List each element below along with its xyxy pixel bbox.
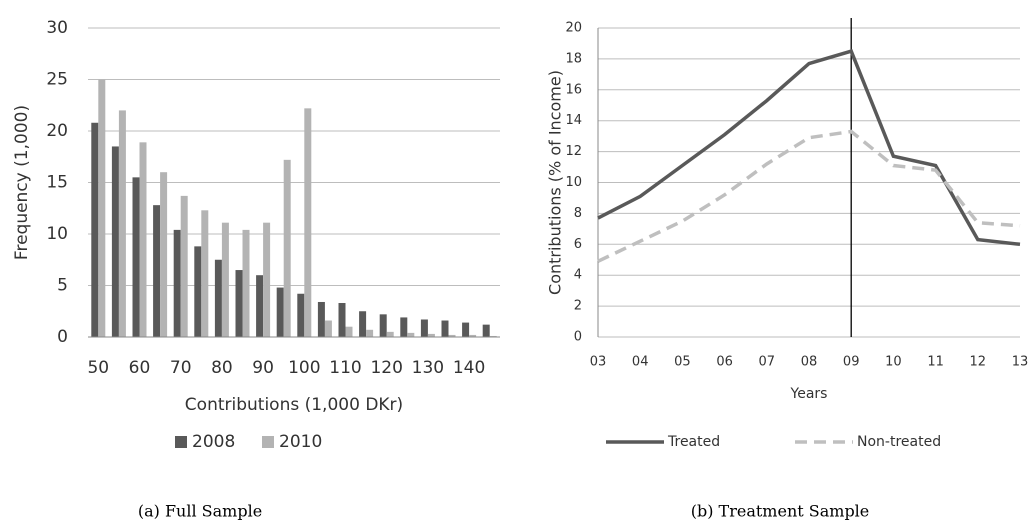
x-tick-label: 140	[453, 358, 485, 378]
bar	[91, 122, 99, 337]
bar	[201, 210, 209, 337]
bar	[304, 108, 312, 337]
legend-label: Treated	[667, 434, 720, 450]
bar	[263, 222, 271, 337]
bar	[242, 229, 250, 337]
bar	[98, 79, 106, 337]
y-tick-label: 10	[46, 224, 68, 244]
y-tick-label: 6	[574, 237, 582, 252]
bar	[194, 246, 202, 337]
bar	[317, 301, 325, 337]
caption: (a) Full Sample	[138, 502, 262, 521]
x-tick-label: 13	[1012, 355, 1029, 370]
line	[597, 49, 1021, 247]
bar	[448, 334, 456, 337]
bar	[118, 110, 126, 338]
x-tick-label: 07	[759, 355, 776, 370]
x-tick-label: 03	[590, 355, 607, 370]
bar	[297, 293, 305, 337]
bar	[235, 270, 243, 337]
y-tick-label: 15	[46, 173, 68, 193]
caption: (b) Treatment Sample	[691, 502, 870, 521]
bar	[153, 205, 161, 337]
bar	[345, 326, 353, 337]
bar	[338, 303, 346, 337]
x-tick-label: 100	[288, 358, 320, 378]
legend-swatch	[175, 436, 187, 448]
x-tick-label: 60	[129, 358, 151, 378]
bar	[379, 314, 387, 337]
bar	[359, 311, 367, 337]
bar	[139, 142, 147, 337]
y-tick-label: 12	[565, 144, 582, 159]
bar	[386, 331, 394, 337]
line	[597, 129, 1021, 263]
x-axis-label: Contributions (1,000 DKr)	[185, 395, 403, 415]
legend-swatch	[262, 436, 274, 448]
bar	[283, 159, 291, 337]
legend-label: Non-treated	[857, 434, 941, 450]
bar	[400, 317, 408, 337]
x-tick-label: 10	[885, 355, 902, 370]
bar	[324, 320, 332, 337]
bar	[132, 177, 140, 337]
bar	[407, 332, 415, 337]
y-tick-label: 16	[565, 82, 582, 97]
y-tick-label: 5	[57, 276, 68, 296]
y-tick-label: 20	[565, 21, 582, 36]
bar	[221, 222, 229, 337]
x-tick-label: 70	[170, 358, 192, 378]
x-tick-label: 08	[801, 355, 818, 370]
y-tick-label: 10	[565, 175, 582, 190]
bar	[441, 320, 449, 337]
x-tick-label: 130	[412, 358, 444, 378]
y-tick-label: 25	[46, 70, 68, 90]
y-tick-label: 0	[574, 330, 582, 345]
bar	[462, 322, 470, 337]
y-axis-label: Frequency (1,000)	[12, 105, 32, 260]
y-tick-label: 8	[574, 206, 582, 221]
bar	[366, 329, 374, 337]
bar	[489, 335, 497, 337]
x-tick-label: 12	[970, 355, 987, 370]
bar	[160, 172, 168, 337]
bar	[276, 287, 284, 337]
y-tick-label: 20	[46, 121, 68, 141]
bar	[482, 324, 490, 337]
y-tick-label: 2	[574, 299, 582, 314]
bar	[214, 259, 222, 337]
bar	[420, 319, 428, 337]
bar	[173, 229, 181, 337]
x-axis-label: Years	[790, 386, 828, 402]
x-tick-label: 04	[632, 355, 649, 370]
y-tick-label: 30	[46, 18, 68, 38]
bar	[427, 333, 435, 337]
y-tick-label: 18	[565, 51, 582, 66]
x-tick-label: 06	[716, 355, 733, 370]
bar	[469, 334, 477, 337]
legend-label: 2008	[192, 432, 235, 452]
x-tick-label: 09	[843, 355, 860, 370]
x-tick-label: 80	[211, 358, 233, 378]
bar	[180, 195, 188, 337]
y-tick-label: 14	[565, 113, 582, 128]
x-tick-label: 90	[252, 358, 274, 378]
x-tick-label: 50	[87, 358, 109, 378]
bar	[256, 275, 264, 337]
y-axis-label: Contributions (% of Income)	[546, 70, 565, 295]
x-tick-label: 120	[370, 358, 402, 378]
x-tick-label: 05	[674, 355, 691, 370]
bar	[111, 146, 119, 337]
y-tick-label: 0	[57, 327, 68, 347]
y-tick-label: 4	[574, 268, 582, 283]
legend-label: 2010	[279, 432, 322, 452]
x-tick-label: 11	[927, 355, 944, 370]
x-tick-label: 110	[329, 358, 361, 378]
